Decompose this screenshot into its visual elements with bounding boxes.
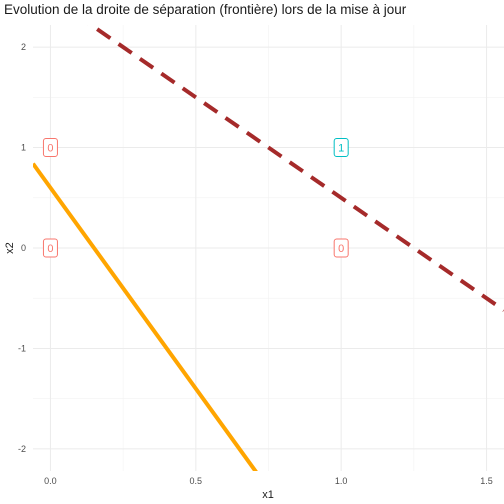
point-label-text: 1 — [338, 143, 344, 155]
point-label: 1 — [334, 139, 348, 157]
point-label: 0 — [43, 139, 57, 157]
y-tick-label: -1 — [18, 343, 26, 353]
point-label-text: 0 — [47, 143, 53, 155]
y-tick-labels: -2 -1 0 1 2 — [18, 42, 26, 454]
x-tick-label: 1.5 — [480, 476, 493, 486]
point-label-text: 0 — [338, 243, 344, 255]
x-tick-label: 0.0 — [44, 476, 57, 486]
point-label: 0 — [334, 239, 348, 257]
x-tick-label: 1.0 — [335, 476, 348, 486]
point-label-text: 0 — [47, 243, 53, 255]
x-tick-label: 0.5 — [190, 476, 203, 486]
y-tick-label: 2 — [21, 42, 26, 52]
y-axis-label: x2 — [4, 242, 16, 254]
x-axis-label: x1 — [262, 489, 274, 501]
y-tick-label: 0 — [21, 243, 26, 253]
point-label: 0 — [43, 239, 57, 257]
y-tick-label: 1 — [21, 143, 26, 153]
y-tick-label: -2 — [18, 444, 26, 454]
x-tick-labels: 0.0 0.5 1.0 1.5 — [44, 476, 493, 486]
